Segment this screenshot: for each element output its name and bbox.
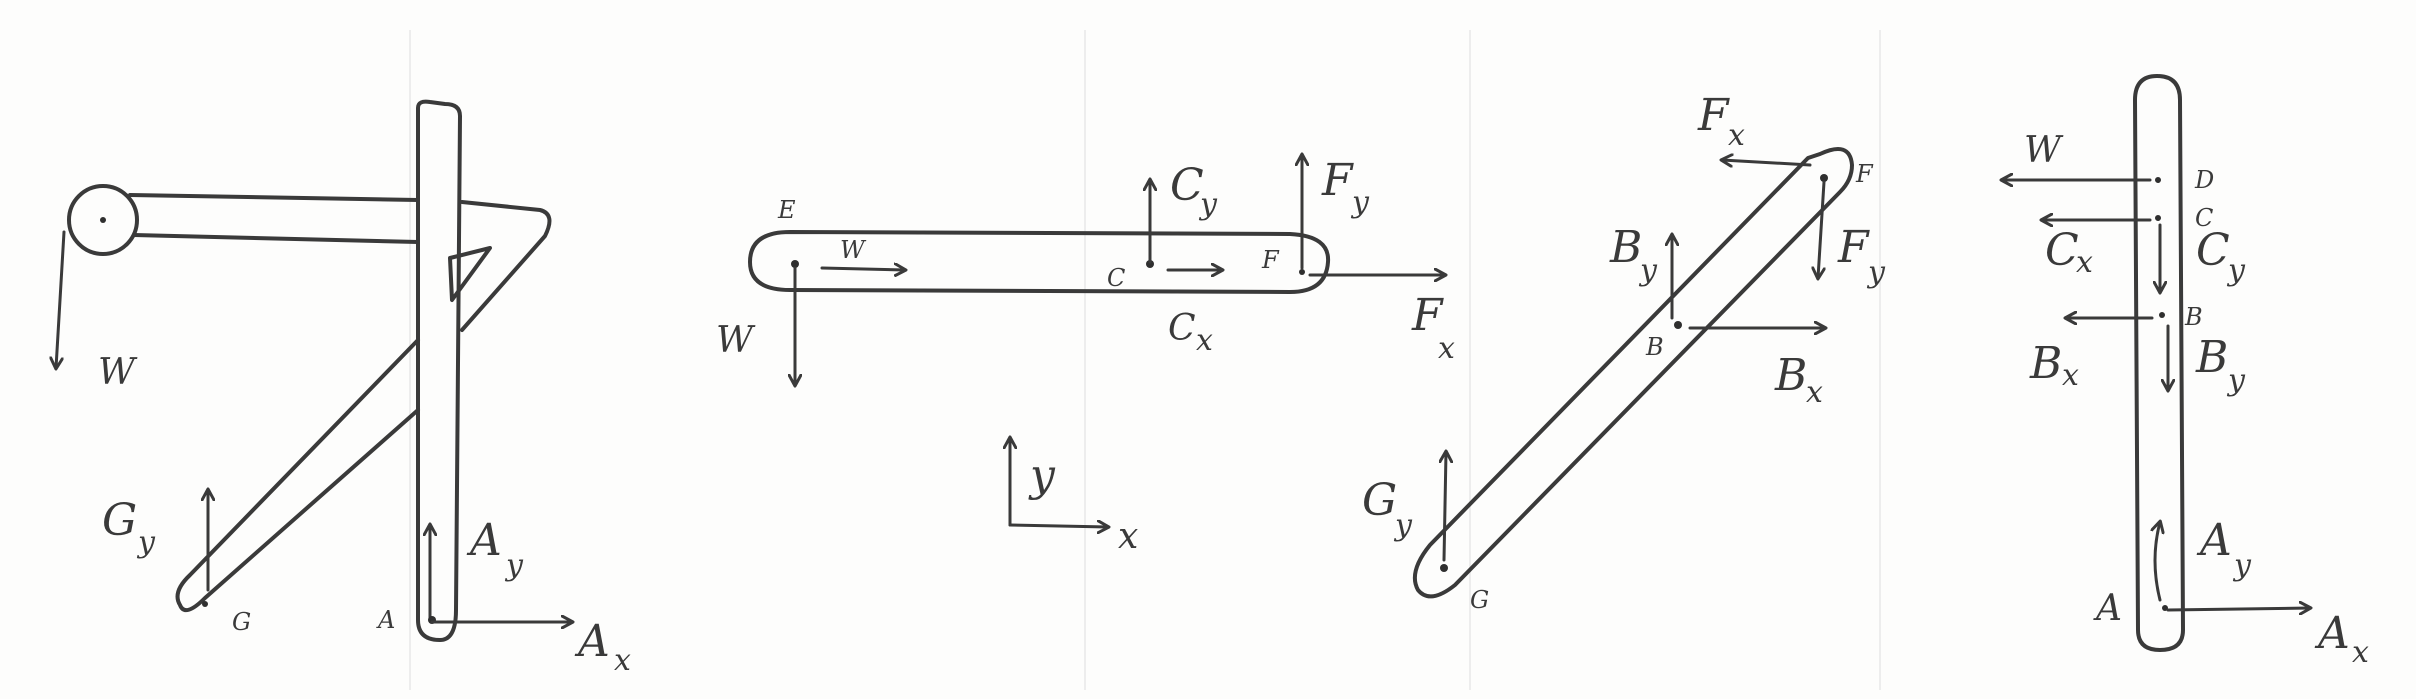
- label-cy: C: [1170, 160, 1204, 211]
- label-bx: B: [2029, 338, 2062, 389]
- label-ax: A: [2314, 608, 2350, 659]
- point-f: [1299, 269, 1305, 275]
- label-fy-sub: y: [1350, 185, 1370, 220]
- label-w-top: W: [840, 236, 867, 264]
- label-gy: G: [102, 495, 137, 546]
- label-by-sub: y: [1638, 253, 1658, 288]
- weight-arrow: [56, 230, 66, 368]
- fx-arrow: [1722, 160, 1812, 165]
- label-by-sub: y: [2226, 363, 2246, 398]
- label-c: C: [1107, 264, 1125, 292]
- label-ay-sub: y: [504, 548, 524, 583]
- label-cx: C: [1168, 308, 1196, 349]
- member-ef: [748, 230, 1331, 294]
- point-e: [791, 260, 799, 268]
- pulley: [67, 184, 139, 256]
- label-gy-sub: y: [136, 525, 156, 560]
- label-bx-sub: x: [2062, 358, 2079, 393]
- frame-diagram: W G y A y A x G A: [56, 99, 631, 678]
- point-c: [2155, 215, 2161, 221]
- point-a: [2162, 605, 2168, 611]
- label-fx-sub: x: [1438, 331, 1455, 366]
- vertical-post: [416, 99, 462, 642]
- x-axis-arrow: [1008, 525, 1108, 527]
- label-ay: A: [2196, 515, 2232, 566]
- label-cy-sub: y: [1198, 187, 1218, 222]
- ay-arrow: [2155, 522, 2160, 602]
- label-f: F: [1855, 160, 1874, 188]
- label-ay-sub: y: [2232, 548, 2252, 583]
- diagonal-member: [175, 338, 420, 613]
- label-w: W: [98, 352, 138, 393]
- point-b: [1674, 321, 1682, 329]
- label-ax: A: [574, 616, 610, 667]
- point-g: [1440, 564, 1448, 572]
- ax-arrow: [2166, 608, 2310, 610]
- label-y-axis: y: [1028, 450, 1056, 501]
- label-point-a: A: [376, 606, 395, 634]
- horizontal-arm: [128, 193, 552, 332]
- label-g: G: [1470, 586, 1489, 614]
- coordinate-axes: y x: [1010, 438, 1138, 557]
- fy-arrow: [1818, 180, 1824, 278]
- gusset-plate: [448, 246, 492, 302]
- label-gy: G: [1362, 475, 1397, 526]
- label-fy: F: [1321, 155, 1354, 206]
- member-ef-diagram: E W W C F C y C x F y F x: [716, 155, 1455, 385]
- label-fy: F: [1837, 222, 1870, 273]
- point-c: [1146, 260, 1154, 268]
- label-fy-sub: y: [1866, 255, 1886, 290]
- label-w: W: [2024, 130, 2064, 171]
- label-cy: C: [2196, 225, 2230, 276]
- label-bx: B: [1774, 350, 1807, 401]
- label-point-g: G: [232, 608, 251, 636]
- label-a: A: [2093, 588, 2122, 629]
- member-fg: [1413, 146, 1854, 599]
- label-by: B: [1609, 222, 1642, 273]
- member-fg-diagram: F x F F y B y B B x G y G: [1362, 90, 1886, 614]
- label-cy-sub: y: [2226, 253, 2246, 288]
- point-f: [1820, 174, 1828, 182]
- label-c: C: [2195, 204, 2213, 232]
- label-b: B: [2184, 303, 2203, 331]
- label-bx-sub: x: [1806, 375, 1823, 410]
- label-ay: A: [466, 515, 502, 566]
- label-gy-sub: y: [1393, 508, 1413, 543]
- label-cx-sub: x: [1196, 323, 1213, 358]
- label-fx-sub: x: [1728, 118, 1745, 153]
- label-ax-sub: x: [2352, 635, 2369, 670]
- w-arrow-horizontal: [820, 268, 905, 270]
- member-ad: [2133, 74, 2185, 652]
- label-b: B: [1645, 333, 1664, 361]
- label-cx-sub: x: [2076, 245, 2093, 280]
- label-d: D: [2194, 166, 2214, 194]
- pulley-center: [100, 217, 106, 223]
- label-fx: F: [1411, 290, 1444, 341]
- label-by: B: [2195, 332, 2228, 383]
- label-e: E: [777, 196, 796, 224]
- label-ax-sub: x: [614, 643, 631, 678]
- gy-arrow: [1444, 452, 1446, 562]
- label-x-axis: x: [1118, 516, 1138, 557]
- member-ad-diagram: W D C C x C y B B x B y A y A A x: [2002, 74, 2369, 670]
- label-cx: C: [2045, 225, 2079, 276]
- label-w-side: W: [716, 320, 756, 361]
- point-b: [2159, 312, 2165, 318]
- pin-g: [202, 601, 208, 607]
- label-fx: F: [1697, 90, 1730, 141]
- label-f: F: [1261, 246, 1280, 274]
- point-d: [2155, 177, 2161, 183]
